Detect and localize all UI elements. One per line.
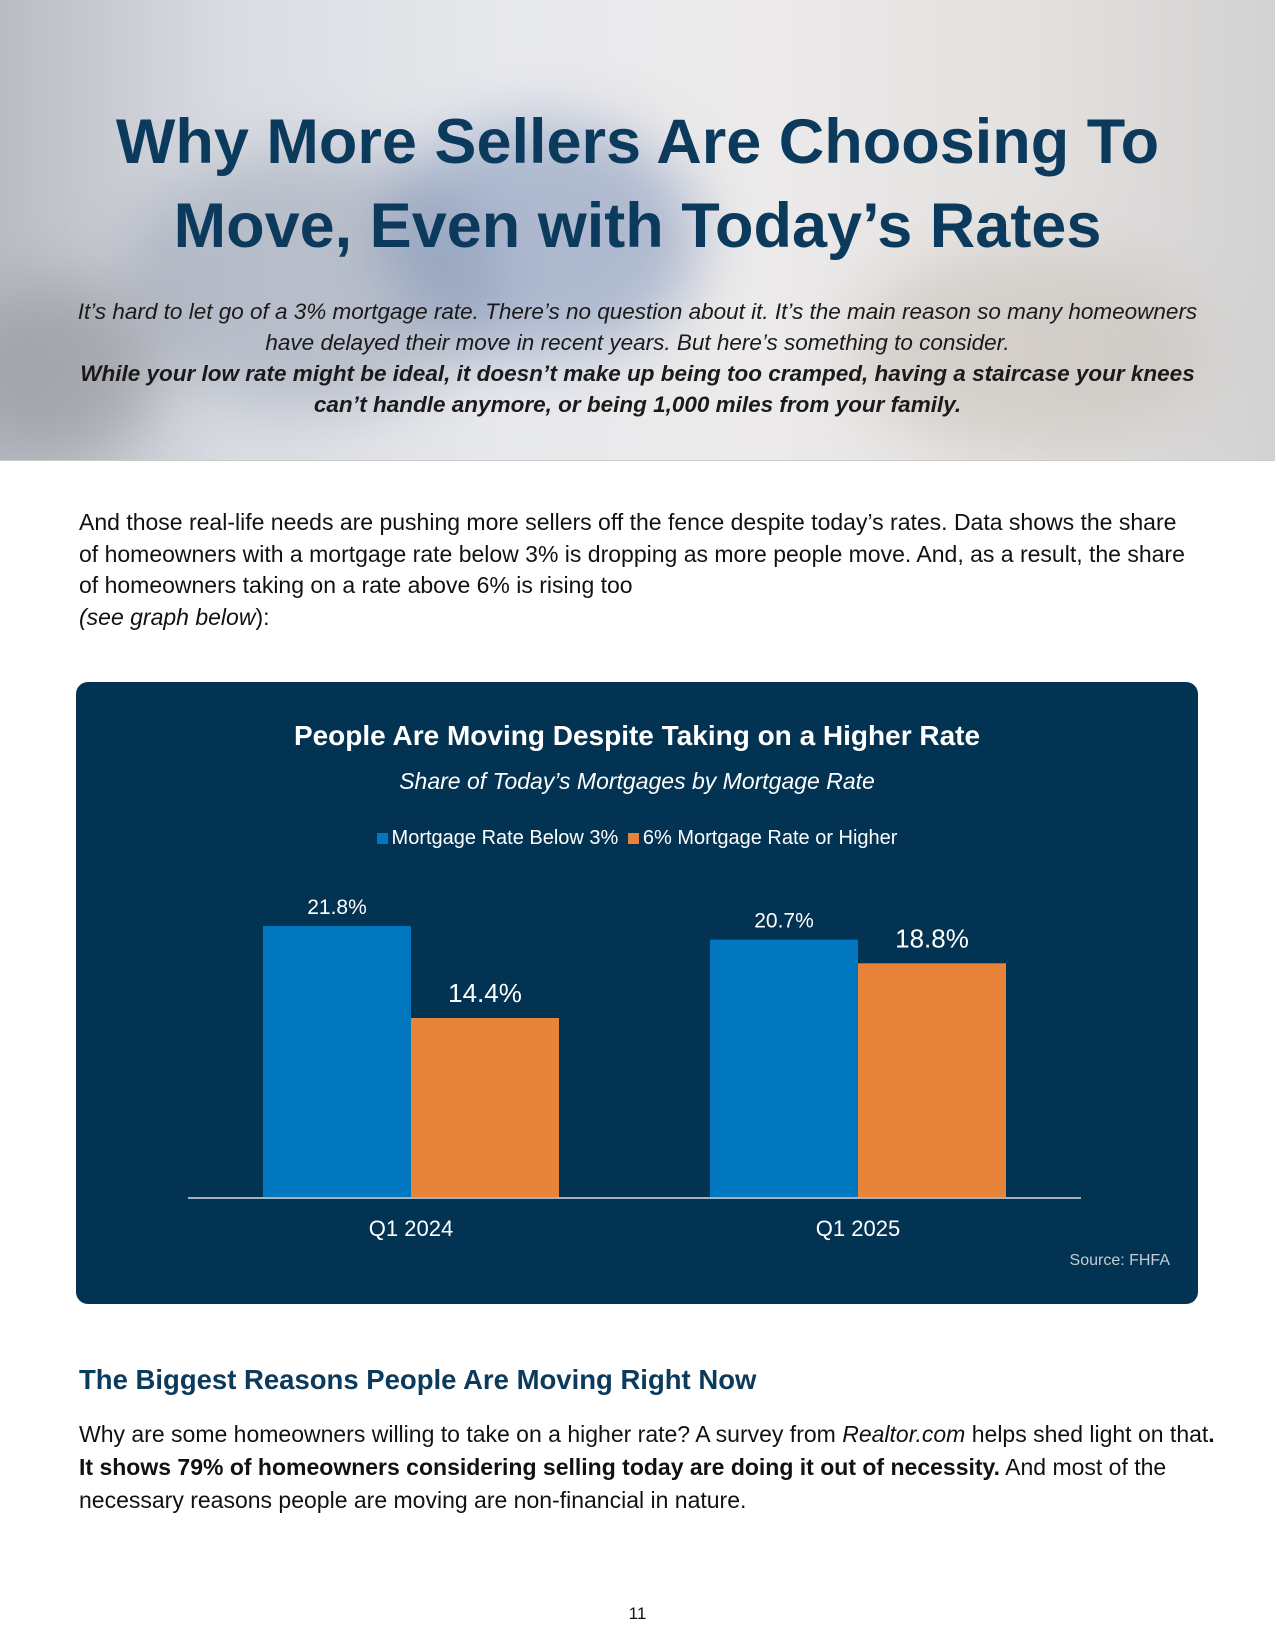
data-label: 21.8% [307,896,367,919]
bar-q1-2025-series-1 [858,963,1006,1197]
data-label: 14.4% [448,978,522,1008]
legend-swatch [376,833,388,844]
chart-title: People Are Moving Despite Taking on a Hi… [293,720,981,751]
chart-subtitle: Share of Today’s Mortgages by Mortgage R… [399,768,875,794]
chart-legend: Mortgage Rate Below 3% 6% Mortgage Rate … [76,827,1198,850]
title-line-2: Move, Even with Today’s Rates [173,191,1102,261]
title-line-1: Why More Sellers Are Choosing To [115,107,1160,177]
legend-item-below-3: Mortgage Rate Below 3% [376,827,618,849]
x-tick-label: Q1 2024 [369,1216,453,1241]
bar-q1-2025-series-0 [710,939,858,1197]
hero-banner: Why More Sellers Are Choosing To Move, E… [0,0,1275,461]
chart-source: Source: FHFA [1069,1252,1170,1269]
bar-q1-2024-series-0 [263,926,411,1197]
bar-chart: 21.8% 14.4% Q1 2024 20.7% 18.8% Q1 2025 Peopl… [76,682,1198,1304]
section-paragraph: Why are some homeowners willing to take … [79,1421,1215,1513]
data-label: 18.8% [895,923,969,953]
legend-swatch [627,833,639,844]
bar-q1-2024-series-1 [411,1018,559,1197]
data-label: 20.7% [754,910,814,933]
legend-item-6-or-higher: 6% Mortgage Rate or Higher [627,827,897,849]
section-heading: The Biggest Reasons People Are Moving Ri… [79,1364,757,1395]
page-title: Why More Sellers Are Choosing To Move, E… [0,100,1275,268]
chart-plot: 21.8% 14.4% Q1 2024 20.7% 18.8% Q1 2025 [188,896,1081,1241]
x-tick-label: Q1 2025 [816,1216,900,1241]
page-number: 11 [628,1604,647,1623]
intro-paragraph: It’s hard to let go of a 3% mortgage rat… [77,299,1198,417]
body-paragraph: And those real-life needs are pushing mo… [79,509,1185,630]
